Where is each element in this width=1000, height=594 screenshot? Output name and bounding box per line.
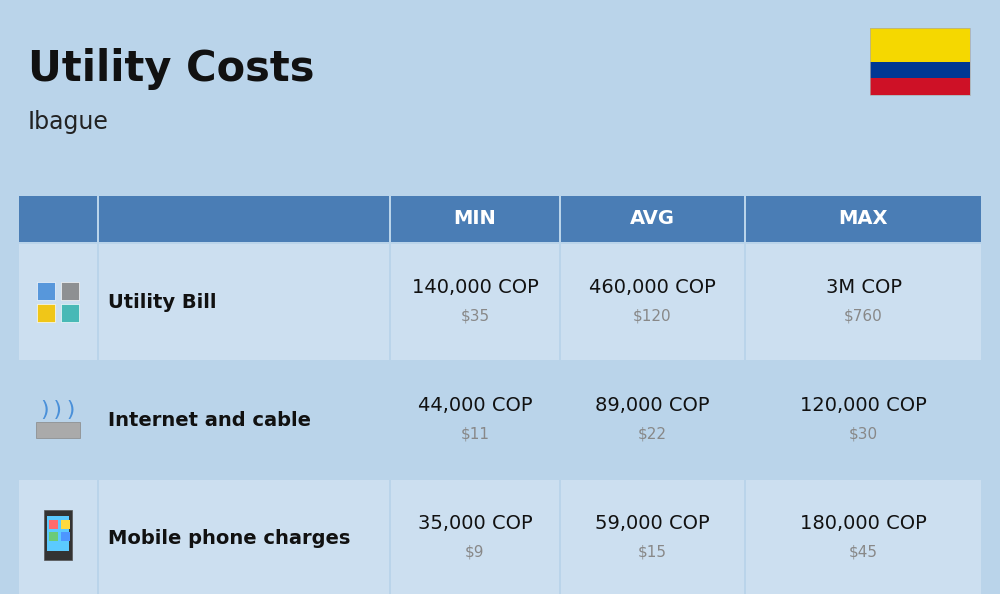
Bar: [870, 62, 970, 78]
Bar: [746, 480, 981, 594]
Bar: [47, 516, 69, 551]
Bar: [561, 480, 744, 594]
Bar: [391, 362, 559, 478]
Bar: [99, 244, 389, 360]
Bar: [61, 304, 79, 322]
Bar: [391, 480, 559, 594]
Bar: [870, 28, 970, 95]
Bar: [44, 510, 72, 560]
Bar: [870, 28, 970, 62]
Bar: [561, 196, 744, 242]
Bar: [561, 362, 744, 478]
Bar: [19, 196, 97, 242]
Bar: [49, 520, 58, 529]
Text: $760: $760: [844, 309, 883, 324]
Text: Mobile phone charges: Mobile phone charges: [108, 529, 350, 548]
Text: $22: $22: [638, 426, 667, 442]
Text: 59,000 COP: 59,000 COP: [595, 514, 710, 533]
Text: $30: $30: [849, 426, 878, 442]
Bar: [36, 422, 80, 438]
Text: $45: $45: [849, 545, 878, 560]
Bar: [49, 532, 58, 541]
Bar: [746, 196, 981, 242]
Text: MAX: MAX: [839, 210, 888, 229]
Text: 3M COP: 3M COP: [826, 279, 902, 298]
Text: Ibague: Ibague: [28, 110, 109, 134]
Text: $9: $9: [465, 545, 485, 560]
Bar: [19, 362, 97, 478]
Text: MIN: MIN: [454, 210, 496, 229]
Bar: [37, 304, 55, 322]
Text: 120,000 COP: 120,000 COP: [800, 396, 927, 415]
Bar: [870, 78, 970, 95]
Text: AVG: AVG: [630, 210, 675, 229]
Bar: [99, 196, 389, 242]
Text: 89,000 COP: 89,000 COP: [595, 396, 710, 415]
Bar: [61, 282, 79, 300]
Text: $11: $11: [460, 426, 490, 442]
Text: ))): ))): [38, 400, 78, 420]
Bar: [561, 244, 744, 360]
Bar: [391, 244, 559, 360]
Text: 180,000 COP: 180,000 COP: [800, 514, 927, 533]
Bar: [37, 282, 55, 300]
Text: Utility Costs: Utility Costs: [28, 48, 314, 90]
Text: 44,000 COP: 44,000 COP: [418, 396, 532, 415]
Bar: [746, 362, 981, 478]
Text: 460,000 COP: 460,000 COP: [589, 279, 716, 298]
Text: 140,000 COP: 140,000 COP: [412, 279, 538, 298]
Bar: [19, 244, 97, 360]
Bar: [61, 532, 70, 541]
Bar: [391, 196, 559, 242]
Text: Utility Bill: Utility Bill: [108, 292, 216, 311]
Text: Internet and cable: Internet and cable: [108, 410, 311, 429]
Text: $15: $15: [638, 545, 667, 560]
Text: 35,000 COP: 35,000 COP: [418, 514, 532, 533]
Bar: [99, 362, 389, 478]
Bar: [61, 520, 70, 529]
Text: $120: $120: [633, 309, 672, 324]
Bar: [19, 480, 97, 594]
Text: $35: $35: [460, 309, 490, 324]
Bar: [746, 244, 981, 360]
Bar: [99, 480, 389, 594]
